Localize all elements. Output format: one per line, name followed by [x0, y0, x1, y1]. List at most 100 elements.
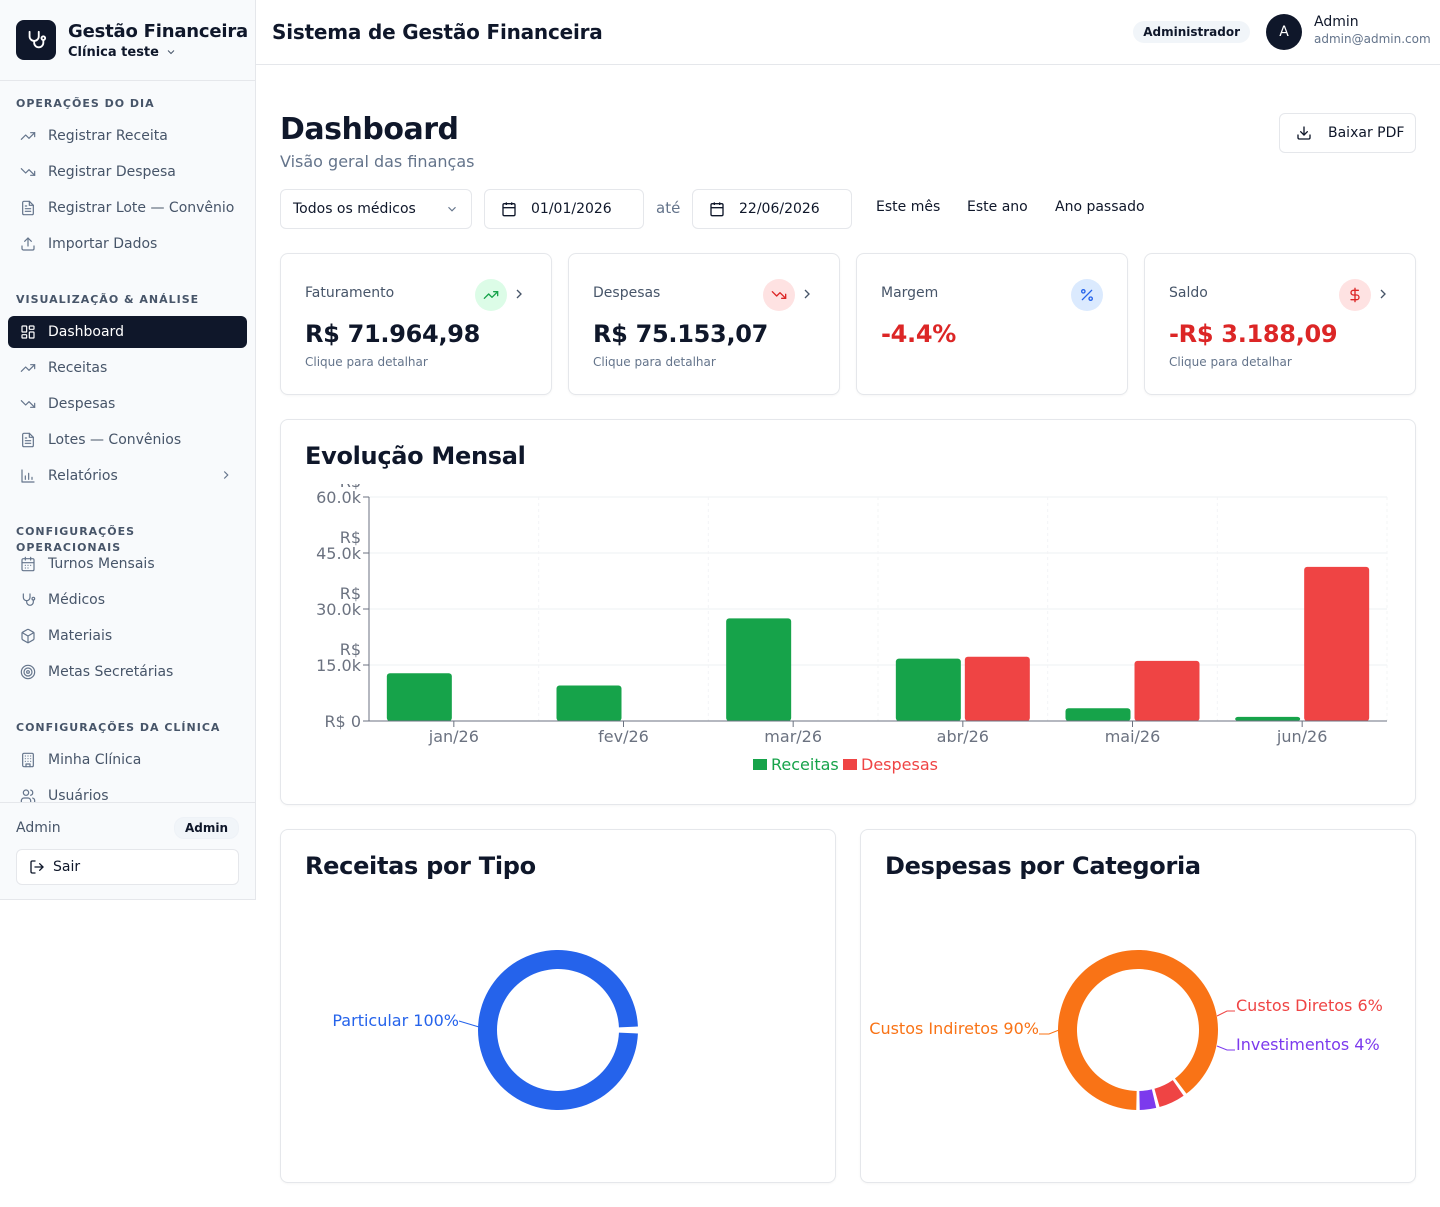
nav-section: VISUALIZAÇÃO & ANÁLISE Dashboard Receitas D…	[8, 292, 247, 492]
sidebar-item-importar-dados[interactable]: Importar Dados	[8, 228, 247, 260]
bar-receitas-mar-26[interactable]	[726, 618, 792, 721]
sidebar-item-lotes-convenios[interactable]: Lotes — Convênios	[8, 424, 247, 456]
user-info: Admin admin@admin.com	[1314, 14, 1431, 46]
trending-down-icon	[20, 164, 36, 180]
bar-receitas-abr-26[interactable]	[895, 658, 961, 721]
users-icon	[20, 788, 36, 803]
sidebar-item-label: Minha Clínica	[48, 752, 142, 768]
expense-by-category-card: Despesas por Categoria Custos Indiretos …	[860, 829, 1416, 1183]
kpi-card-margem: Margem -4.4%	[856, 253, 1128, 395]
layout-grid-icon	[20, 324, 36, 340]
slice-custos-diretos[interactable]	[1154, 1080, 1184, 1108]
sidebar-item-usuarios[interactable]: Usuários	[8, 780, 247, 803]
brand: Gestão Financeira Clínica teste	[0, 0, 255, 81]
slice-custos-indiretos[interactable]	[1058, 950, 1218, 1110]
kpi-hint: Clique para detalhar	[1169, 355, 1292, 369]
nav-section-title: VISUALIZAÇÃO & ANÁLISE	[16, 293, 200, 306]
sidebar-footer: Admin Admin Sair	[0, 802, 255, 899]
calendar-icon	[710, 202, 724, 217]
role-badge: Admin	[173, 817, 239, 839]
download-pdf-label: Baixar PDF	[1328, 125, 1405, 141]
download-icon	[1297, 126, 1311, 140]
bar-despesas-mai-26[interactable]	[1134, 660, 1200, 721]
sidebar-item-materiais[interactable]: Materiais	[8, 620, 247, 652]
file-text-icon	[20, 432, 36, 448]
y-tick-label: R$ 0	[324, 712, 361, 731]
slice-leader-line	[1216, 1010, 1235, 1017]
sidebar-nav: OPERAÇÕES DO DIA Registrar Receita Registr…	[0, 81, 255, 803]
quick-filter-this-month[interactable]: Este mês	[876, 199, 941, 215]
bar-despesas-abr-26[interactable]	[964, 656, 1030, 721]
sidebar-item-receitas[interactable]: Receitas	[8, 352, 247, 384]
sidebar-item-dashboard[interactable]: Dashboard	[8, 316, 247, 348]
doctor-select[interactable]: Todos os médicos	[280, 189, 472, 229]
sidebar-item-registrar-lote-convenio[interactable]: Registrar Lote — Convênio	[8, 192, 247, 224]
sidebar-item-medicos[interactable]: Médicos	[8, 584, 247, 616]
sidebar-item-metas-secretarias[interactable]: Metas Secretárias	[8, 656, 247, 688]
stethoscope-icon	[20, 592, 36, 608]
legend-label-despesas[interactable]: Despesas	[861, 755, 938, 774]
y-tick-label: R$ 30.0k	[316, 584, 362, 619]
sidebar-item-despesas[interactable]: Despesas	[8, 388, 247, 420]
monthly-evolution-chart: jan/26 fev/26 mar/26 abr/26 mai/26 jun/26 R$ 0…	[316, 484, 1388, 774]
logout-label: Sair	[53, 859, 81, 875]
nav-section: CONFIGURAÇÕES OPERACIONAIS Turnos Mensais…	[8, 524, 247, 688]
building-icon	[20, 752, 36, 768]
slice-investimentos[interactable]	[1139, 1089, 1157, 1110]
sidebar-item-registrar-despesa[interactable]: Registrar Despesa	[8, 156, 247, 188]
chevron-right-icon	[511, 286, 527, 306]
date-from-value: 01/01/2026	[531, 201, 612, 217]
logout-button[interactable]: Sair	[16, 849, 239, 885]
download-pdf-button[interactable]: Baixar PDF	[1279, 113, 1416, 153]
chevron-down-icon	[448, 206, 456, 212]
sidebar-item-registrar-receita[interactable]: Registrar Receita	[8, 120, 247, 152]
x-tick-label: fev/26	[598, 727, 649, 746]
chevron-right-icon	[219, 468, 233, 486]
x-tick-label: mai/26	[1105, 727, 1161, 746]
legend-label-receitas[interactable]: Receitas	[771, 755, 839, 774]
sidebar: Gestão Financeira Clínica teste OPERAÇÕE…	[0, 0, 256, 900]
kpi-label: Saldo	[1169, 285, 1208, 301]
x-tick-label: mar/26	[764, 727, 822, 746]
avatar[interactable]: A	[1266, 14, 1302, 50]
slice-particular[interactable]	[478, 950, 638, 1110]
bar-receitas-mai-26[interactable]	[1065, 708, 1131, 721]
nav-section-title: CONFIGURAÇÕES OPERACIONAIS	[16, 525, 136, 554]
trending-up-icon	[20, 128, 36, 144]
date-from-picker[interactable]: 01/01/2026	[484, 189, 644, 229]
sidebar-item-label: Médicos	[48, 592, 106, 608]
x-tick-label: abr/26	[937, 727, 989, 746]
kpi-card-despesas[interactable]: Despesas R$ 75.153,07 Clique para detalhar	[568, 253, 840, 395]
clinic-selector[interactable]: Clínica teste	[68, 45, 248, 60]
kpi-label: Margem	[881, 285, 939, 301]
expense-by-category-title: Despesas por Categoria	[885, 852, 1201, 880]
kpi-card-saldo[interactable]: Saldo -R$ 3.188,09 Clique para detalhar	[1144, 253, 1416, 395]
quick-filter-last-year[interactable]: Ano passado	[1055, 199, 1145, 215]
bar-receitas-jan-26[interactable]	[386, 673, 452, 721]
sidebar-item-label: Dashboard	[48, 324, 124, 340]
nav-section-title: CONFIGURAÇÕES DA CLÍNICA	[16, 721, 221, 734]
bar-receitas-jun-26[interactable]	[1235, 716, 1301, 721]
bar-receitas-fev-26[interactable]	[556, 685, 622, 721]
monthly-evolution-title: Evolução Mensal	[305, 442, 526, 470]
trending-up-icon	[20, 360, 36, 376]
date-to-picker[interactable]: 22/06/2026	[692, 189, 852, 229]
chart-legend: Receitas Despesas	[753, 755, 938, 774]
current-user: Admin	[16, 820, 61, 836]
sidebar-item-turnos-mensais[interactable]: Turnos Mensais	[8, 548, 247, 580]
quick-filter-this-year[interactable]: Este ano	[967, 199, 1028, 215]
slice-leader-line	[1216, 1045, 1235, 1051]
sidebar-item-minha-clinica[interactable]: Minha Clínica	[8, 744, 247, 776]
sidebar-item-label: Registrar Lote — Convênio	[48, 200, 235, 216]
slice-label-custos-indiretos: Custos Indiretos 90%	[869, 1019, 1039, 1038]
monthly-evolution-card: Evolução Mensal jan/26 fev/26 mar/26 abr/26…	[280, 419, 1416, 805]
slice-leader-line	[458, 1020, 480, 1028]
sidebar-item-relatorios[interactable]: Relatórios	[8, 460, 247, 492]
trending-up-icon	[475, 279, 507, 311]
bar-despesas-jun-26[interactable]	[1304, 566, 1370, 721]
doctor-select-value: Todos os médicos	[293, 201, 416, 217]
sidebar-item-label: Registrar Receita	[48, 128, 168, 144]
date-to-value: 22/06/2026	[739, 201, 820, 217]
page-subtitle: Visão geral das finanças	[280, 152, 475, 171]
kpi-card-faturamento[interactable]: Faturamento R$ 71.964,98 Clique para detal…	[280, 253, 552, 395]
